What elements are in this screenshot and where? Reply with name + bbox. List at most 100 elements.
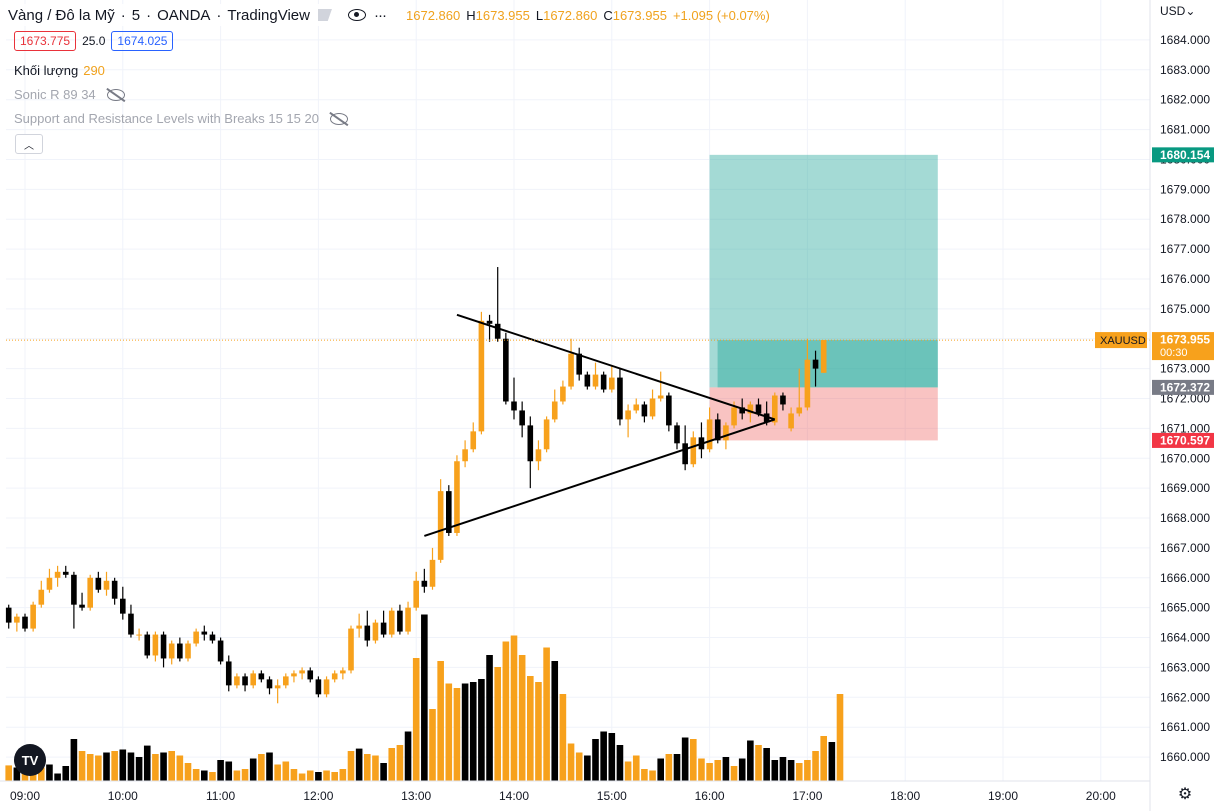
spread-value: 25.0 (82, 34, 106, 48)
volume-bar (176, 755, 184, 781)
candle-body (217, 640, 224, 662)
candle-body (242, 676, 248, 686)
volume-bar (184, 763, 192, 781)
volume-bar (722, 757, 730, 781)
price-tick-label: 1668.000 (1160, 511, 1210, 525)
volume-bar (567, 743, 575, 781)
volume-bar (461, 683, 469, 781)
close-value: 1673.955 (612, 8, 667, 23)
time-tick-label: 18:00 (890, 789, 920, 803)
eye-off-icon[interactable] (106, 88, 125, 101)
candle-body (478, 320, 485, 432)
volume-bar (632, 755, 640, 781)
volume-bar (543, 647, 550, 781)
long-position-tool[interactable] (709, 154, 938, 441)
collapse-legend-button[interactable]: ︿ (15, 134, 43, 154)
indicator-name: Khối lượng (14, 63, 79, 78)
price-tick-label: 1675.000 (1160, 302, 1210, 316)
eye-off-icon[interactable] (329, 112, 348, 125)
price-tick-label: 1684.000 (1160, 33, 1210, 47)
candlestick-series (5, 267, 827, 704)
candle-body (380, 622, 387, 635)
volume-bar (616, 745, 624, 781)
price-tick-label: 1678.000 (1160, 212, 1210, 226)
candle-body (274, 685, 281, 689)
candle-body (755, 404, 762, 414)
volume-bar (657, 758, 664, 781)
triangle-upper-line (456, 313, 776, 421)
close-label: C (603, 8, 613, 23)
currency-selector[interactable]: USD⌄ (1160, 4, 1196, 18)
sell-price-button[interactable]: 1673.775 (14, 31, 77, 51)
symbol-title-row[interactable]: Vàng / Đô la Mỹ · 5 · OANDA · TradingVie… (8, 4, 392, 26)
high-value: 1673.955 (475, 8, 530, 23)
volume-bar (119, 749, 127, 781)
price-label-box (1152, 147, 1214, 163)
volume-bar (54, 773, 61, 781)
candle-body (437, 491, 444, 560)
indicator-sonic-r[interactable]: Sonic R 89 34 (14, 87, 125, 102)
indicator-volume[interactable]: Khối lượng 290 (14, 63, 105, 78)
candle-body (511, 401, 517, 411)
low-label: L (535, 8, 544, 23)
eye-icon[interactable] (347, 9, 366, 21)
more-dots-icon[interactable]: ··· (373, 6, 387, 24)
price-tick-label: 1667.000 (1160, 541, 1210, 555)
volume-bar (437, 661, 444, 781)
gear-icon[interactable]: ⚙ (1177, 786, 1193, 803)
candle-body (804, 359, 811, 408)
volume-bar (217, 760, 224, 781)
price-tick-label: 1670.000 (1160, 451, 1210, 465)
volume-bars (5, 614, 844, 781)
candle-body (388, 610, 395, 635)
volume-bar (527, 676, 534, 781)
volume-bar (13, 767, 21, 781)
triangle-pattern[interactable] (424, 313, 776, 537)
symbol-name[interactable]: Vàng / Đô la Mỹ (8, 6, 115, 24)
time-tick-label: 11:00 (206, 789, 235, 803)
volume-bar (836, 694, 844, 781)
candle-body (299, 670, 305, 674)
volume-bar (787, 760, 795, 781)
title-separator: · (120, 6, 126, 24)
countdown-label: 00:30 (1160, 347, 1188, 359)
candle-body (657, 395, 664, 399)
price-tick-label: 1679.000 (1160, 182, 1210, 196)
price-label-text: 1672.372 (1160, 380, 1210, 394)
candle-body (633, 404, 640, 411)
symbol-tag-box (1095, 332, 1147, 349)
buy-price-button[interactable]: 1674.025 (111, 31, 174, 51)
candle-body (128, 613, 134, 635)
candle-body (666, 395, 672, 426)
time-tick-label: 16:00 (695, 789, 725, 803)
volume-bar (258, 754, 265, 781)
indicator-sr-levels[interactable]: Support and Resistance Levels with Break… (14, 111, 348, 126)
flag-icon[interactable] (317, 9, 332, 21)
volume-bar (828, 742, 836, 781)
time-tick-label: 09:00 (10, 789, 40, 803)
volume-bar (624, 761, 632, 781)
volume-bar (795, 763, 803, 781)
price-tick-label: 1673.000 (1160, 362, 1210, 376)
volume-bar (429, 709, 436, 781)
candle-body (413, 580, 419, 608)
volume-bar (559, 694, 567, 781)
loss-zone (709, 387, 938, 441)
candle-body (739, 407, 745, 414)
change-value: +1.095 (+0.07%) (672, 8, 770, 23)
volume-bar (738, 758, 746, 781)
tradingview-logo[interactable]: TV (14, 744, 46, 776)
candle-body (584, 374, 591, 387)
candle-body (772, 395, 778, 423)
volume-bar (298, 773, 306, 781)
volume-bar (70, 739, 78, 781)
symbol-tag-text: XAUUSD (1100, 335, 1146, 347)
candle-body (763, 413, 770, 423)
candle-body (714, 419, 721, 441)
candle-body (266, 679, 273, 689)
volume-bar (502, 641, 510, 781)
candle-body (168, 643, 175, 659)
interval-label[interactable]: 5 (131, 6, 141, 24)
